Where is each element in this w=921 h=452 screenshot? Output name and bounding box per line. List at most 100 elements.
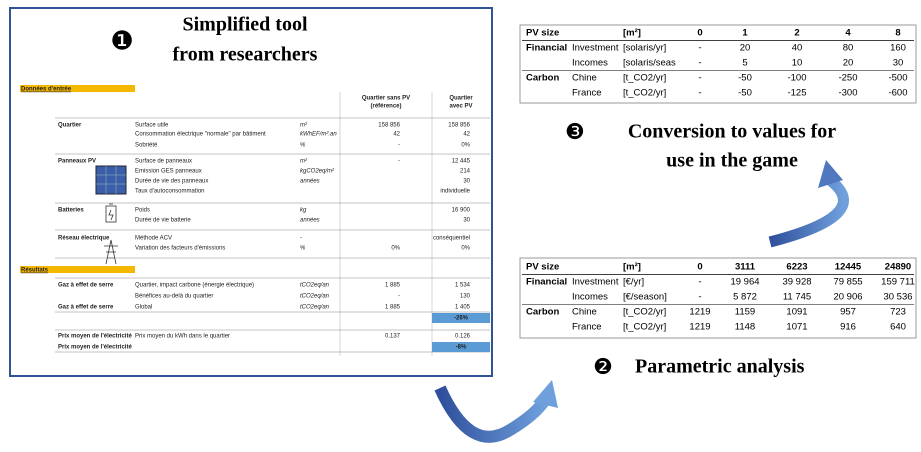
table-cell: -250 xyxy=(838,73,857,84)
unit: années xyxy=(300,179,320,185)
tool-title: Simplified tool xyxy=(182,14,307,36)
group-label: Gaz à effet de serre xyxy=(58,283,114,289)
pv-value: 0.126 xyxy=(455,334,471,340)
row-label: Global xyxy=(135,305,152,311)
table-cell: 1091 xyxy=(786,307,807,318)
top-table-frame xyxy=(519,24,917,104)
table-cell: 1219 xyxy=(689,307,710,318)
unit: kgCO2eq/m² xyxy=(300,169,335,175)
column-header: (référence) xyxy=(370,104,401,110)
table-cell: 20 906 xyxy=(833,292,862,303)
table-cell: [t_CO2/yr] xyxy=(623,322,666,333)
table-cell: [solaris/seas xyxy=(623,58,676,69)
table-cell: 916 xyxy=(840,322,856,333)
ref-value: 42 xyxy=(393,132,400,138)
group-label: Réseau électrique xyxy=(58,236,110,242)
row-label: Poids xyxy=(135,208,150,214)
table-cell: 39 928 xyxy=(782,277,811,288)
table-cell: 5 xyxy=(742,58,747,69)
ref-value: - xyxy=(398,294,400,300)
table-cell: France xyxy=(572,322,602,333)
table-cell: [t_CO2/yr] xyxy=(623,88,666,99)
caption: Parametric analysis xyxy=(635,356,805,378)
pv-value: individuelle xyxy=(440,189,470,195)
group-label: Batteries xyxy=(58,208,84,214)
table-cell: 40 xyxy=(792,43,803,54)
pv-value: conséquentiel xyxy=(433,236,470,242)
pv-value: 42 xyxy=(463,132,470,138)
row-label: Bénéfices au-delà du quartier xyxy=(135,294,213,300)
unit: kWhEF/m².an xyxy=(300,132,337,138)
pv-value: 214 xyxy=(460,169,471,175)
table-cell: 1159 xyxy=(735,307,755,318)
column-header: avec PV xyxy=(449,104,472,110)
caption: Conversion to values for xyxy=(628,121,836,143)
section-bar xyxy=(20,85,135,92)
arrow xyxy=(768,175,849,248)
table-cell: [€/yr] xyxy=(623,277,644,288)
table-cell: 10 xyxy=(792,58,803,69)
table-cell: -50 xyxy=(738,73,752,84)
ref-value: 0.137 xyxy=(385,334,401,340)
highlight-value: -26% xyxy=(454,316,469,322)
row-label: Prix moyen du kWh dans le quartier xyxy=(135,334,230,340)
ref-value: 0% xyxy=(391,246,400,252)
table-cell: Carbon xyxy=(526,73,559,84)
table-cell: Chine xyxy=(572,307,597,318)
group-label: Panneaux PV xyxy=(58,159,96,165)
table-cell: Investment xyxy=(572,277,619,288)
unit: - xyxy=(300,236,302,242)
unit: m² xyxy=(300,123,308,129)
battery-icon xyxy=(105,203,117,223)
table-header: 6223 xyxy=(786,262,807,273)
unit: tCO2eq/an xyxy=(300,305,330,311)
table-cell: 30 536 xyxy=(883,292,912,303)
table-cell: 1219 xyxy=(689,322,710,333)
table-header: 3111 xyxy=(735,262,756,273)
table-cell: Financial xyxy=(526,43,567,54)
table-cell: -125 xyxy=(787,88,806,99)
group-label: Gaz à effet de serre xyxy=(58,305,114,311)
ref-value: 1 885 xyxy=(385,283,401,289)
row-label: Quartier, impact carbone (énergie électr… xyxy=(135,283,254,289)
row-label: Taux d'autoconsommation xyxy=(135,189,205,195)
table-header: 2 xyxy=(794,28,799,39)
unit: kg xyxy=(300,208,307,214)
group-label: Prix moyen de l'électricité xyxy=(58,334,132,340)
column-header: Quartier xyxy=(449,96,473,102)
highlight-value: -8% xyxy=(456,345,467,351)
pv-value: 158 856 xyxy=(448,123,470,129)
row-label: Durée de vie des panneaux xyxy=(135,179,208,185)
table-header: 4 xyxy=(845,28,851,39)
table-cell: Financial xyxy=(526,277,567,288)
table-cell: 1148 xyxy=(735,322,755,333)
table-cell: -500 xyxy=(888,73,907,84)
table-header: 24890 xyxy=(885,262,911,273)
table-cell: [solaris/yr] xyxy=(623,43,666,54)
pv-value: 0% xyxy=(461,143,470,149)
table-header: 8 xyxy=(895,28,900,39)
table-cell: - xyxy=(698,88,701,99)
table-cell: -600 xyxy=(888,88,907,99)
pv-value: 1 405 xyxy=(455,305,471,311)
caption: use in the game xyxy=(666,150,798,172)
table-cell: 30 xyxy=(893,58,904,69)
table-cell: -300 xyxy=(838,88,857,99)
ref-value: 158 856 xyxy=(378,123,400,129)
bottom-table-frame xyxy=(519,257,917,339)
table-cell: 20 xyxy=(843,58,854,69)
unit: % xyxy=(300,246,306,252)
table-header: [m²] xyxy=(623,262,641,273)
table-cell: [€/season] xyxy=(623,292,667,303)
pv-value: 30 xyxy=(463,218,470,224)
unit: m² xyxy=(300,159,308,165)
section-title: Données d'entrée xyxy=(21,87,72,93)
pv-value: 30 xyxy=(463,179,470,185)
table-cell: France xyxy=(572,88,602,99)
table-cell: - xyxy=(698,73,701,84)
table-header: [m²] xyxy=(623,28,641,39)
group-label: Quartier xyxy=(58,123,82,129)
row-label: Durée de vie batterie xyxy=(135,218,191,224)
pv-value: 0% xyxy=(461,246,470,252)
